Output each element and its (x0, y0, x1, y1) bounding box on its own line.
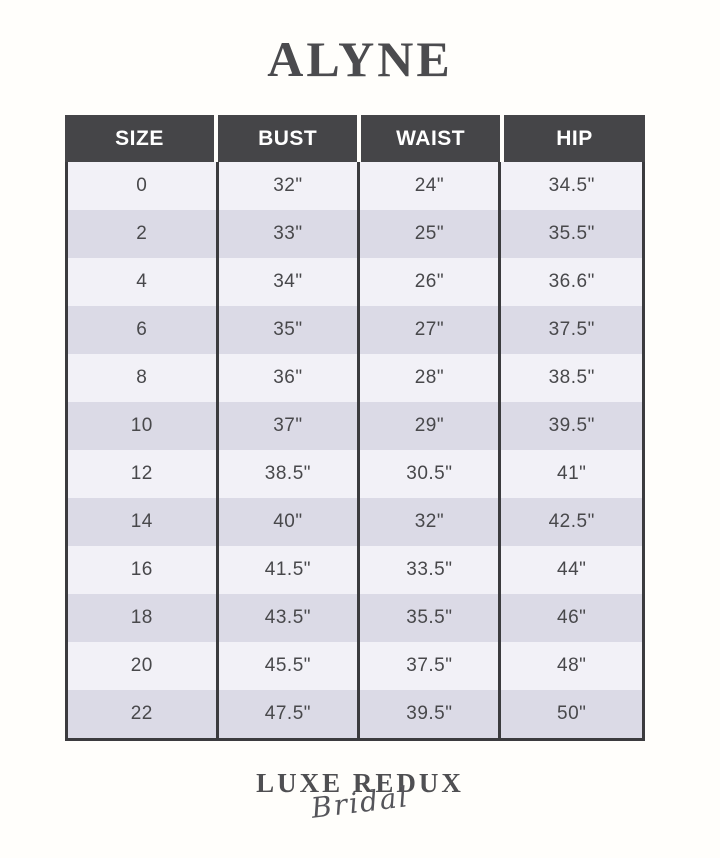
size-cell: 20 (130, 655, 153, 676)
hip-cell: 46" (498, 594, 642, 642)
table-row-size-6: 6 35" 27" 37.5" (68, 306, 642, 354)
size-cell: 2 (136, 223, 148, 244)
hip-cell: 48" (498, 642, 642, 690)
size-cell: 12 (130, 463, 153, 484)
size-cell: 18 (130, 607, 153, 628)
header-cell-bust: BUST (214, 115, 358, 162)
table-row-size-4: 4 34" 26" 36.6" (68, 258, 642, 306)
waist-cell: 39.5" (357, 690, 498, 738)
table-row-size-22: 22 47.5" 39.5" 50" (68, 690, 642, 738)
bust-cell: 45.5" (215, 642, 358, 690)
size-chart-table: SIZE BUST WAIST HIP 0 32" 24" 34.5" 2 33" 25" 35.5… (65, 115, 645, 741)
table-row-size-14: 14 40" 32" 42.5" (68, 498, 642, 546)
bust-cell: 33" (215, 210, 358, 258)
bust-cell: 47.5" (215, 690, 358, 738)
size-cell: 4 (136, 271, 148, 292)
waist-cell: 24" (357, 162, 498, 210)
hip-cell: 39.5" (498, 402, 642, 450)
waist-cell: 27" (357, 306, 498, 354)
table-header-row: SIZE BUST WAIST HIP (65, 115, 645, 162)
bust-cell: 40" (215, 498, 358, 546)
waist-cell: 25" (357, 210, 498, 258)
table-row-size-20: 20 45.5" 37.5" 48" (68, 642, 642, 690)
table-row-size-16: 16 41.5" 33.5" 44" (68, 546, 642, 594)
waist-cell: 35.5" (357, 594, 498, 642)
size-cell: 8 (136, 367, 148, 388)
hip-cell: 34.5" (498, 162, 642, 210)
hip-cell: 42.5" (498, 498, 642, 546)
hip-cell: 35.5" (498, 210, 642, 258)
table-row-size-10: 10 37" 29" 39.5" (68, 402, 642, 450)
bust-cell: 41.5" (215, 546, 358, 594)
bust-cell: 36" (215, 354, 358, 402)
header-cell-waist: WAIST (357, 115, 500, 162)
size-cell: 22 (130, 703, 153, 724)
table-row-size-2: 2 33" 25" 35.5" (68, 210, 642, 258)
bust-cell: 43.5" (215, 594, 358, 642)
table-row-size-8: 8 36" 28" 38.5" (68, 354, 642, 402)
waist-cell: 26" (357, 258, 498, 306)
hip-cell: 50" (498, 690, 642, 738)
hip-cell: 37.5" (498, 306, 642, 354)
bust-cell: 35" (215, 306, 358, 354)
waist-cell: 37.5" (357, 642, 498, 690)
table-body: 0 32" 24" 34.5" 2 33" 25" 35.5" 4 34" 26" 36.6" 6 35"… (65, 162, 645, 741)
waist-cell: 33.5" (357, 546, 498, 594)
size-cell: 6 (136, 319, 148, 340)
header-cell-size: SIZE (65, 115, 215, 162)
header-cell-hip: HIP (499, 115, 645, 162)
size-cell: 16 (130, 559, 153, 580)
size-cell: 14 (130, 511, 153, 532)
hip-cell: 44" (498, 546, 642, 594)
retailer-logo-name: LUXE REDUX (256, 768, 464, 798)
waist-cell: 28" (357, 354, 498, 402)
retailer-logo: LUXE REDUX Bridal (0, 768, 720, 825)
table-row-size-18: 18 43.5" 35.5" 46" (68, 594, 642, 642)
hip-cell: 36.6" (498, 258, 642, 306)
bust-cell: 34" (215, 258, 358, 306)
size-cell: 0 (136, 175, 148, 196)
table-row-size-12: 12 38.5" 30.5" 41" (68, 450, 642, 498)
bust-cell: 38.5" (215, 450, 358, 498)
hip-cell: 38.5" (498, 354, 642, 402)
waist-cell: 29" (357, 402, 498, 450)
table-row-size-0: 0 32" 24" 34.5" (68, 162, 642, 210)
waist-cell: 32" (357, 498, 498, 546)
hip-cell: 41" (498, 450, 642, 498)
size-cell: 10 (130, 415, 153, 436)
waist-cell: 30.5" (357, 450, 498, 498)
bust-cell: 32" (215, 162, 358, 210)
bust-cell: 37" (215, 402, 358, 450)
page-title: ALYNE (267, 31, 453, 87)
